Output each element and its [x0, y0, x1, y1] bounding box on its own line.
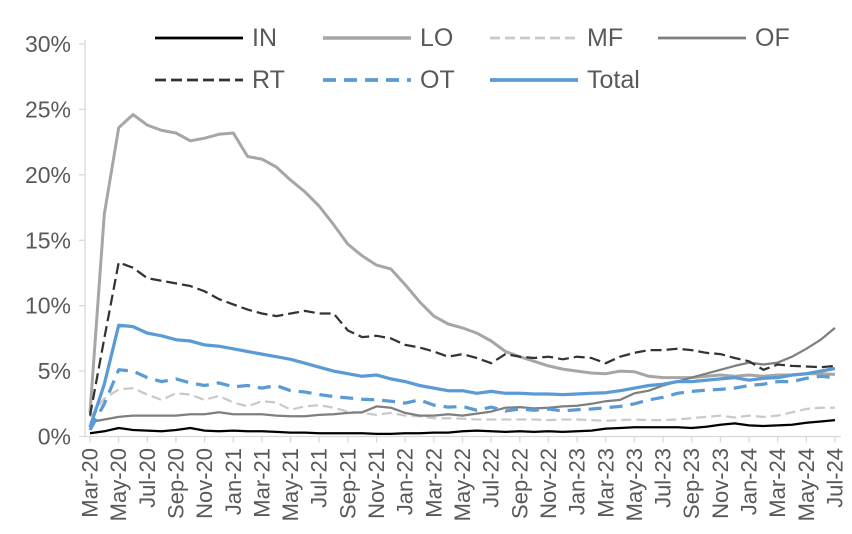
x-tick-label: Jul-23: [651, 448, 676, 508]
x-tick-label: Jan-22: [393, 448, 418, 515]
x-tick-label: Mar-22: [421, 448, 446, 518]
x-tick-label: Jan-23: [565, 448, 590, 515]
x-tick-label: Jan-24: [737, 448, 762, 515]
x-tick-label: Jul-20: [135, 448, 160, 508]
y-tick-label: 25%: [25, 96, 71, 122]
legend-label-RT: RT: [252, 66, 285, 94]
x-tick-label: May-20: [106, 448, 131, 521]
series-line-OF: [89, 327, 836, 424]
x-tick-label: Mar-21: [249, 448, 274, 518]
x-tick-label: Nov-23: [708, 448, 733, 519]
x-axis-labels: Mar-20 May-20 Jul-20 Sep-20 Nov-20 Jan-21 Mar-…: [78, 436, 848, 521]
x-tick-label: Sep-23: [679, 448, 704, 519]
x-tick-label: Jul-24: [823, 448, 848, 508]
legend-label-OF: OF: [755, 24, 790, 52]
legend-item-OF: OF: [658, 24, 790, 52]
series-line-LO: [88, 113, 836, 414]
y-tick-label: 10%: [25, 293, 71, 319]
x-tick-label: Nov-20: [192, 448, 217, 519]
series-line-MF: [89, 386, 835, 422]
y-axis-labels: 0% 5% 10% 15% 20% 25% 30%: [25, 31, 85, 450]
x-tick-label: May-23: [622, 448, 647, 521]
x-tick-label: Mar-20: [78, 448, 103, 518]
x-tick-label: Nov-21: [364, 448, 389, 519]
legend-item-RT: RT: [155, 66, 285, 94]
y-tick-label: 15%: [25, 227, 71, 253]
x-tick-label: Sep-21: [335, 448, 360, 519]
x-tick-label: Mar-23: [593, 448, 618, 518]
x-tick-label: May-22: [450, 448, 475, 521]
series-line-Total: [88, 323, 836, 428]
x-tick-label: Jan-21: [221, 448, 246, 515]
x-tick-label: Sep-22: [507, 448, 532, 519]
legend-item-Total: Total: [490, 66, 640, 94]
x-tick-label: May-21: [278, 448, 303, 521]
x-tick-label: Nov-22: [536, 448, 561, 519]
legend-item-MF: MF: [490, 24, 623, 52]
legend-label-IN: IN: [252, 24, 277, 52]
series-lines: [88, 113, 836, 436]
x-tick-label: Sep-20: [163, 448, 188, 519]
legend-label-OT: OT: [420, 66, 455, 94]
legend-label-MF: MF: [587, 24, 623, 52]
x-tick-label: May-24: [794, 448, 819, 521]
series-line-RT: [88, 261, 836, 416]
series-line-IN: [89, 418, 836, 436]
y-tick-label: 0%: [38, 424, 71, 450]
legend-label-Total: Total: [587, 66, 640, 94]
x-tick-label: Jul-21: [307, 448, 332, 508]
x-tick-label: Jul-22: [479, 448, 504, 508]
legend-item-OT: OT: [323, 66, 455, 94]
legend: IN LO MF OF RT OT Total: [155, 24, 790, 94]
y-tick-label: 20%: [25, 162, 71, 188]
legend-item-LO: LO: [323, 24, 453, 52]
legend-item-IN: IN: [155, 24, 277, 52]
legend-label-LO: LO: [420, 24, 453, 52]
y-tick-label: 30%: [25, 31, 71, 57]
x-tick-label: Mar-24: [765, 448, 790, 518]
y-tick-label: 5%: [38, 358, 71, 384]
